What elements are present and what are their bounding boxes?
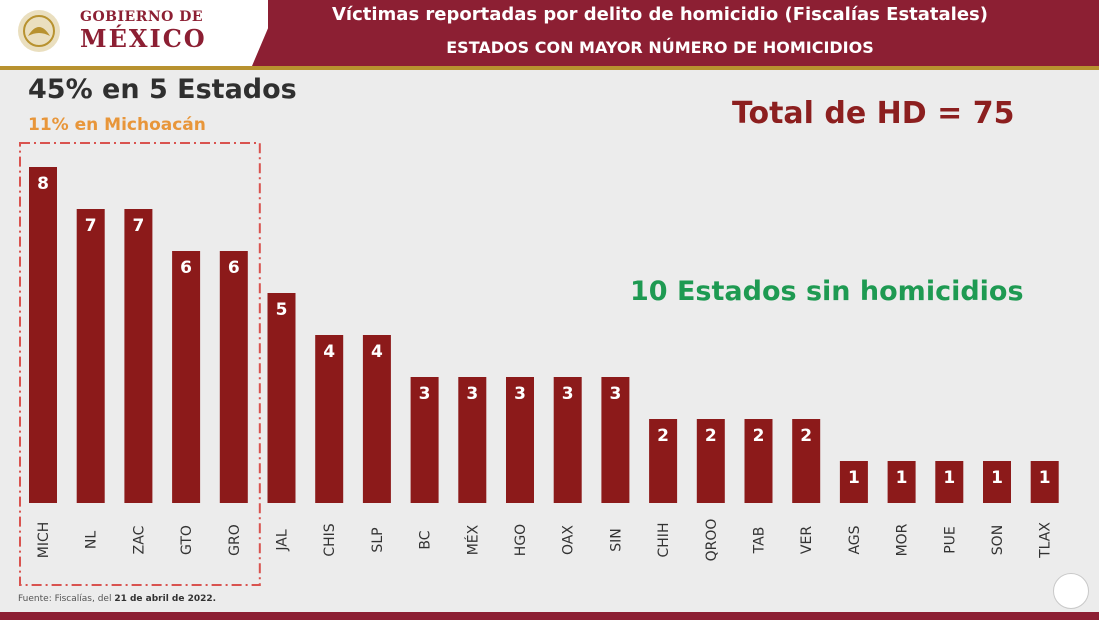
states-without-homicides-label: 10 Estados sin homicidios	[630, 276, 1024, 307]
value-label-chih: 2	[657, 426, 669, 446]
category-label-oax: OAX	[561, 525, 577, 555]
government-logo: GOBIERNO DE MÉXICO	[0, 0, 268, 66]
eagle-emblem-icon	[18, 10, 60, 52]
category-label-zac: ZAC	[131, 525, 147, 554]
bar-mor	[887, 461, 916, 503]
value-label-sin: 3	[609, 384, 621, 404]
category-label-hgo: HGO	[513, 524, 529, 556]
value-label-ags: 1	[848, 468, 860, 488]
bar-pue	[935, 461, 964, 503]
bar-bc	[410, 377, 439, 503]
category-label-chis: CHIS	[322, 523, 338, 556]
value-label-jal: 5	[276, 300, 288, 320]
value-label-oax: 3	[562, 384, 574, 404]
category-label-bc: BC	[418, 530, 434, 549]
header-bar: GOBIERNO DE MÉXICO Víctimas reportadas p…	[0, 0, 1099, 66]
value-label-tlax: 1	[1039, 468, 1051, 488]
value-label-méx: 3	[466, 384, 478, 404]
category-label-pue: PUE	[942, 526, 958, 554]
bar-mich	[29, 167, 57, 503]
value-label-nl: 7	[85, 216, 97, 236]
value-label-son: 1	[991, 468, 1003, 488]
category-label-qroo: QROO	[704, 519, 720, 562]
value-label-mich: 8	[37, 174, 49, 194]
bar-sin	[601, 377, 630, 503]
bar-ver	[792, 419, 821, 503]
category-label-sin: SIN	[608, 528, 624, 552]
bar-méx	[458, 377, 487, 503]
category-label-jal: JAL	[275, 529, 291, 551]
bar-son	[983, 461, 1011, 503]
bar-tlax	[1030, 461, 1059, 503]
category-label-son: SON	[990, 525, 1006, 555]
category-label-ver: VER	[799, 526, 815, 554]
value-label-hgo: 3	[514, 384, 526, 404]
bar-slp	[362, 335, 391, 503]
value-label-bc: 3	[419, 384, 431, 404]
bar-chih	[649, 419, 678, 503]
bar-hgo	[506, 377, 534, 503]
bar-ags	[839, 461, 868, 503]
category-label-slp: SLP	[370, 527, 386, 552]
subheadline-michoacan: 11% en Michoacán	[28, 115, 206, 135]
category-label-mich: MICH	[36, 522, 52, 559]
category-label-nl: NL	[84, 531, 100, 549]
source-prefix: Fuente: Fiscalías, del	[18, 594, 115, 604]
category-label-tab: TAB	[752, 527, 768, 555]
category-label-gro: GRO	[227, 524, 243, 556]
category-label-chih: CHIH	[656, 523, 672, 558]
page-subtitle: ESTADOS CON MAYOR NÚMERO DE HOMICIDIOS	[446, 38, 874, 57]
bar-chis	[315, 335, 344, 503]
footer-bar	[0, 612, 1099, 620]
header-divider	[0, 66, 1099, 70]
category-label-tlax: TLAX	[1038, 522, 1054, 559]
value-label-slp: 4	[371, 342, 383, 362]
category-label-méx: MÉX	[464, 524, 481, 555]
government-name-line2: MÉXICO	[80, 24, 207, 53]
value-label-zac: 7	[132, 216, 144, 236]
government-name-line1: GOBIERNO DE	[80, 9, 204, 25]
bar-oax	[553, 377, 582, 503]
highlight-box	[19, 142, 261, 586]
value-label-pue: 1	[943, 468, 955, 488]
value-label-chis: 4	[323, 342, 335, 362]
bar-tab	[744, 419, 773, 503]
value-label-tab: 2	[753, 426, 765, 446]
value-label-gto: 6	[180, 258, 192, 278]
category-label-mor: MOR	[895, 523, 911, 556]
source-note: Fuente: Fiscalías, del 21 de abril de 20…	[18, 594, 216, 604]
value-label-qroo: 2	[705, 426, 717, 446]
value-label-mor: 1	[896, 468, 908, 488]
bar-qroo	[696, 419, 725, 503]
source-date: 21 de abril de 2022.	[114, 594, 217, 604]
bar-zac	[124, 209, 153, 503]
value-label-ver: 2	[800, 426, 812, 446]
bar-gto	[172, 251, 201, 503]
category-label-gto: GTO	[179, 525, 195, 555]
bar-jal	[267, 293, 296, 503]
headline-percentage: 45% en 5 Estados	[28, 74, 297, 105]
page-title: Víctimas reportadas por delito de homici…	[332, 4, 988, 25]
category-label-ags: AGS	[847, 525, 863, 554]
bar-gro	[219, 251, 248, 503]
seal-icon	[1053, 573, 1089, 609]
bar-nl	[76, 209, 105, 503]
total-homicides-label: Total de HD = 75	[732, 96, 1015, 131]
value-label-gro: 6	[228, 258, 240, 278]
